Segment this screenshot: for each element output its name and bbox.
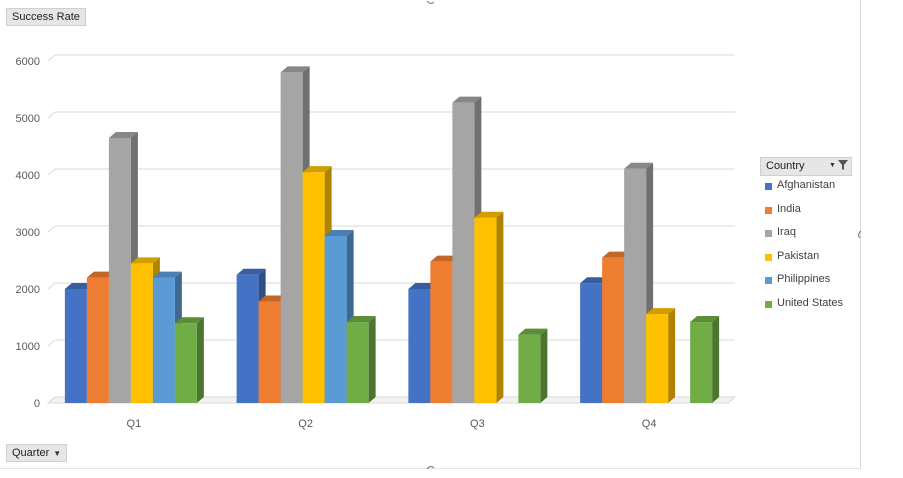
axis-field-label: Quarter xyxy=(12,447,50,459)
legend-swatch xyxy=(765,183,772,190)
x-tick-label: Q3 xyxy=(470,418,485,430)
filter-icon xyxy=(837,159,849,174)
gridline-side xyxy=(47,54,56,62)
gridline-side xyxy=(47,225,56,233)
legend-swatch xyxy=(765,206,772,214)
legend-swatch xyxy=(765,230,772,237)
legend-label: Pakistan xyxy=(777,249,820,262)
legend-label: Philippines xyxy=(777,273,831,285)
bar-united-states-q4[interactable] xyxy=(690,316,720,403)
legend-field-label: Country xyxy=(766,160,805,172)
y-tick-label: 2000 xyxy=(16,284,40,296)
y-tick-label: 5000 xyxy=(16,113,40,125)
y-tick-label: 6000 xyxy=(16,56,40,68)
dropdown-arrow-icon: ▼ xyxy=(829,162,836,169)
chart-plot: 0 1000 2000 3000 4000 5000 6000 Q1 Q2 Q3 Q4 xyxy=(16,54,737,430)
dropdown-arrow-icon: ▼ xyxy=(53,449,62,458)
x-tick-label: Q1 xyxy=(127,418,142,430)
y-tick-label: 3000 xyxy=(16,227,40,239)
gridline-side xyxy=(47,339,56,347)
resize-handle-right[interactable] xyxy=(854,230,862,238)
legend-swatch xyxy=(765,253,772,261)
value-field-button[interactable]: Success Rate xyxy=(6,8,86,26)
chart-floor xyxy=(46,396,737,404)
bar-united-states-q1[interactable] xyxy=(174,317,204,403)
legend-label: India xyxy=(777,202,801,215)
legend-label: United States xyxy=(777,296,844,309)
resize-handle-top[interactable] xyxy=(426,0,434,8)
bar-united-states-q2[interactable] xyxy=(346,316,376,403)
bar-pakistan-q4[interactable] xyxy=(646,308,676,403)
gridline-side xyxy=(47,282,56,290)
legend-label: Afghanistan xyxy=(777,179,836,191)
bar-united-states-q3[interactable] xyxy=(518,328,548,403)
axis-field-button[interactable]: Quarter ▼ xyxy=(6,444,68,462)
legend-label: Iraq xyxy=(777,226,796,238)
gridline-side xyxy=(47,168,56,176)
legend-field-button[interactable]: Country ▼ xyxy=(760,157,852,176)
resize-handle-bottom[interactable] xyxy=(426,462,434,470)
x-tick-label: Q2 xyxy=(298,418,313,430)
legend-swatch xyxy=(765,277,772,284)
y-tick-label: 1000 xyxy=(16,341,40,353)
bar-pakistan-q3[interactable] xyxy=(474,211,504,403)
x-tick-label: Q4 xyxy=(642,418,657,430)
y-tick-label: 4000 xyxy=(16,170,40,182)
y-tick-label: 0 xyxy=(34,398,40,410)
gridline-side xyxy=(47,111,56,119)
legend-swatch xyxy=(765,300,772,308)
